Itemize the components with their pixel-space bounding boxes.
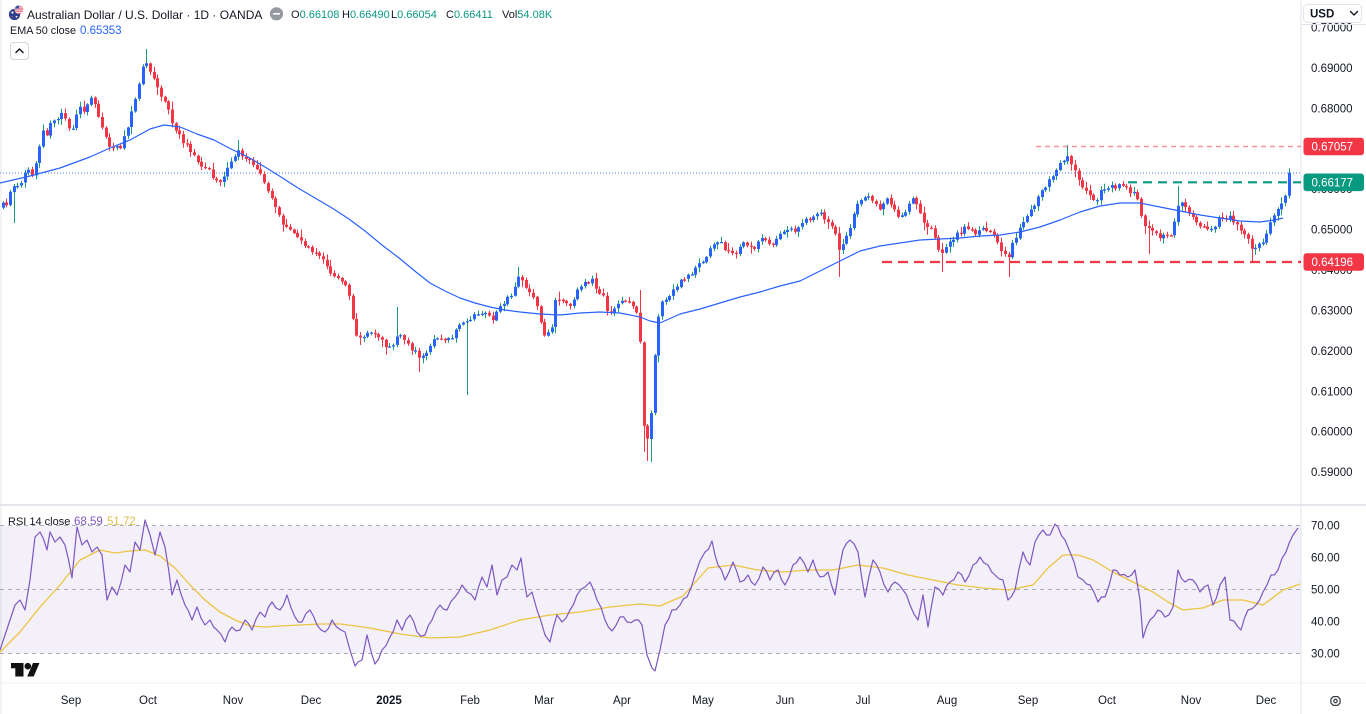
- svg-text:Jul: Jul: [856, 695, 871, 707]
- svg-text:0.66177: 0.66177: [1312, 177, 1354, 189]
- svg-text:2025: 2025: [376, 695, 402, 707]
- svg-text:30.00: 30.00: [1311, 649, 1340, 661]
- svg-text:RSI 14 close: RSI 14 close: [8, 516, 70, 528]
- svg-text:H0.66490: H0.66490: [342, 9, 390, 21]
- svg-text:Aug: Aug: [937, 695, 957, 707]
- svg-text:Mar: Mar: [534, 695, 554, 707]
- svg-text:Jun: Jun: [776, 695, 795, 707]
- svg-text:0.68000: 0.68000: [1311, 103, 1353, 115]
- svg-text:0.67057: 0.67057: [1312, 142, 1354, 154]
- svg-text:Feb: Feb: [460, 695, 480, 707]
- svg-text:60.00: 60.00: [1311, 553, 1340, 565]
- svg-text:L0.66054: L0.66054: [391, 9, 437, 21]
- svg-text:O0.66108: O0.66108: [291, 9, 339, 21]
- svg-text:USD: USD: [1310, 9, 1334, 21]
- svg-text:Apr: Apr: [613, 695, 631, 707]
- svg-text:0.62000: 0.62000: [1311, 346, 1353, 358]
- svg-text:Dec: Dec: [301, 695, 322, 707]
- svg-text:0.64196: 0.64196: [1312, 257, 1354, 269]
- svg-text:Nov: Nov: [223, 695, 244, 707]
- svg-text:Sep: Sep: [1018, 695, 1038, 707]
- svg-text:0.65000: 0.65000: [1311, 225, 1353, 237]
- svg-text:40.00: 40.00: [1311, 617, 1340, 629]
- svg-text:Nov: Nov: [1181, 695, 1202, 707]
- svg-text:Dec: Dec: [1256, 695, 1277, 707]
- svg-text:May: May: [692, 695, 714, 707]
- svg-text:51.72: 51.72: [107, 516, 136, 528]
- svg-text:EMA 50 close: EMA 50 close: [10, 25, 76, 37]
- svg-text:0.70000: 0.70000: [1311, 23, 1353, 35]
- svg-text:70.00: 70.00: [1311, 521, 1340, 533]
- svg-text:0.60000: 0.60000: [1311, 427, 1353, 439]
- svg-text:Sep: Sep: [61, 695, 81, 707]
- svg-text:Oct: Oct: [1098, 695, 1117, 707]
- svg-text:0.59000: 0.59000: [1311, 467, 1353, 479]
- svg-text:0.61000: 0.61000: [1311, 386, 1353, 398]
- svg-text:68.59: 68.59: [74, 516, 103, 528]
- svg-text:Vol54.08K: Vol54.08K: [502, 9, 553, 21]
- svg-text:Australian Dollar / U.S. Dolla: Australian Dollar / U.S. Dollar · 1D · O…: [27, 8, 262, 22]
- svg-text:0.69000: 0.69000: [1311, 63, 1353, 75]
- svg-text:Oct: Oct: [139, 695, 158, 707]
- svg-text:C0.66411: C0.66411: [446, 9, 493, 21]
- svg-text:0.63000: 0.63000: [1311, 306, 1353, 318]
- svg-text:0.65353: 0.65353: [80, 25, 122, 37]
- svg-text:50.00: 50.00: [1311, 585, 1340, 597]
